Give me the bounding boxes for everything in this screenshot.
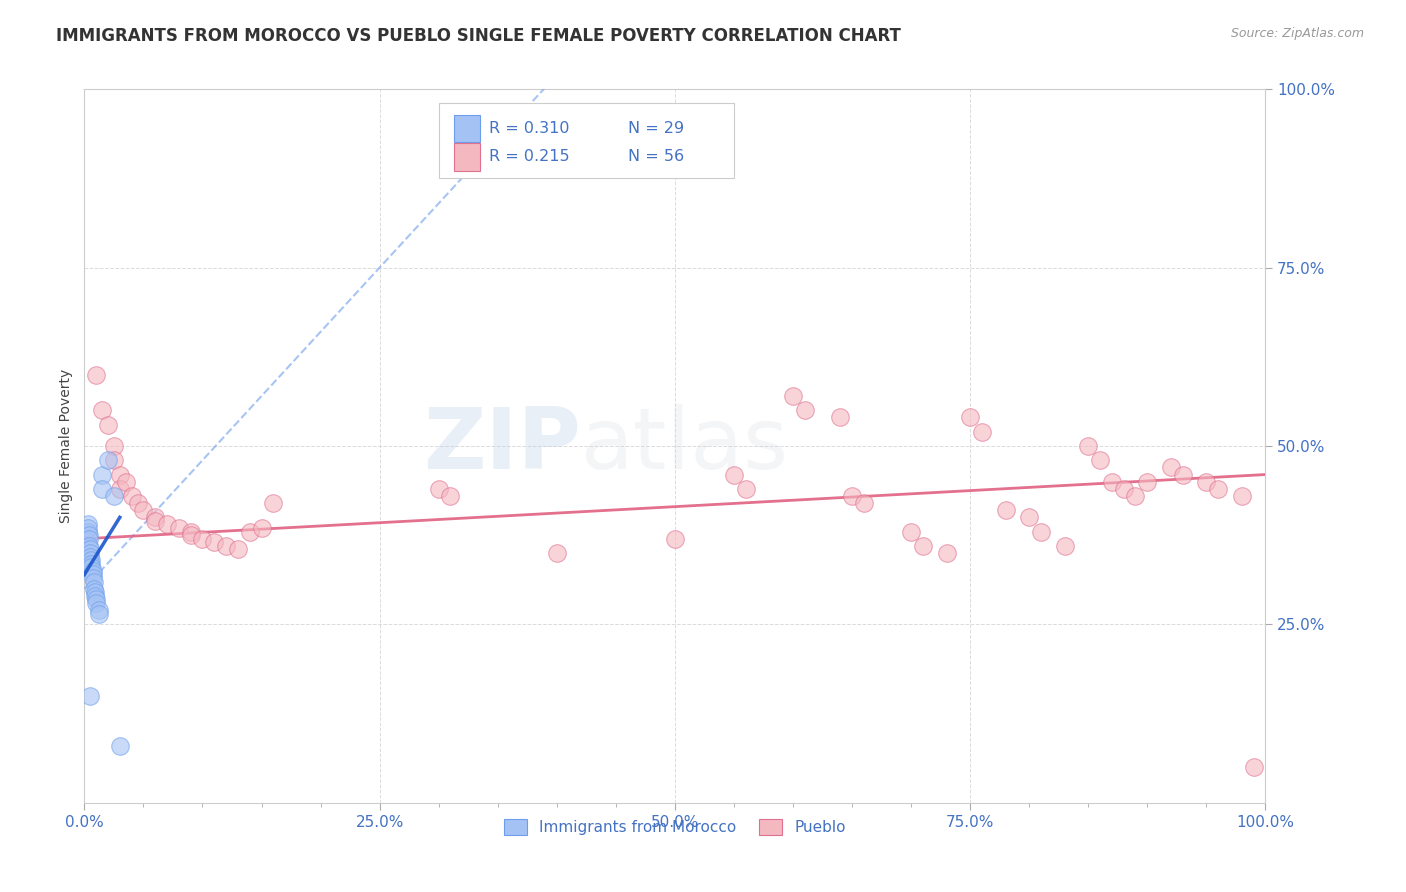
Point: [239, 524, 262, 539]
Point: [1243, 760, 1265, 774]
Point: [82, 571, 104, 585]
Point: [1029, 524, 1052, 539]
Point: [91, 467, 114, 482]
Point: [84, 596, 107, 610]
Point: [1088, 453, 1111, 467]
Point: [77, 528, 100, 542]
Point: [1195, 475, 1218, 489]
Point: [167, 521, 190, 535]
Point: [723, 467, 745, 482]
Point: [226, 542, 249, 557]
Point: [80, 560, 103, 574]
Point: [132, 503, 155, 517]
Point: [77, 539, 100, 553]
Point: [1136, 475, 1159, 489]
Y-axis label: Single Female Poverty: Single Female Poverty: [59, 369, 73, 523]
Point: [103, 439, 125, 453]
Point: [114, 475, 136, 489]
Point: [77, 532, 100, 546]
Text: ZIP: ZIP: [423, 404, 581, 488]
Point: [439, 489, 461, 503]
Point: [108, 739, 131, 753]
Text: IMMIGRANTS FROM MOROCCO VS PUEBLO SINGLE FEMALE POVERTY CORRELATION CHART: IMMIGRANTS FROM MOROCCO VS PUEBLO SINGLE…: [56, 27, 901, 45]
Text: R = 0.215: R = 0.215: [489, 150, 569, 164]
Point: [935, 546, 957, 560]
Point: [79, 549, 101, 564]
Point: [84, 368, 107, 382]
Point: [734, 482, 756, 496]
Point: [83, 574, 105, 589]
Point: [79, 542, 101, 557]
Point: [103, 489, 125, 503]
Point: [77, 521, 100, 535]
Point: [1160, 460, 1182, 475]
Point: [84, 585, 107, 599]
Point: [959, 410, 981, 425]
Point: [1206, 482, 1229, 496]
Point: [87, 607, 110, 621]
Point: [180, 528, 202, 542]
Point: [1125, 489, 1147, 503]
Point: [80, 553, 103, 567]
Point: [77, 524, 100, 539]
Point: [852, 496, 875, 510]
Point: [1018, 510, 1040, 524]
Point: [900, 524, 922, 539]
Point: [793, 403, 815, 417]
Point: [830, 410, 852, 425]
Point: [108, 467, 131, 482]
Text: atlas: atlas: [581, 404, 789, 488]
Text: N = 56: N = 56: [627, 150, 683, 164]
Point: [84, 589, 107, 603]
Point: [1230, 489, 1253, 503]
Point: [84, 592, 107, 607]
Point: [156, 517, 179, 532]
Point: [1077, 439, 1099, 453]
Text: Source: ZipAtlas.com: Source: ZipAtlas.com: [1230, 27, 1364, 40]
Point: [250, 521, 273, 535]
Point: [143, 514, 166, 528]
Legend: Immigrants from Morocco, Pueblo: Immigrants from Morocco, Pueblo: [498, 814, 852, 841]
Point: [91, 482, 114, 496]
Text: R = 0.310: R = 0.310: [489, 121, 569, 136]
Point: [191, 532, 214, 546]
Point: [83, 582, 105, 596]
Text: N = 29: N = 29: [627, 121, 683, 136]
Point: [80, 557, 103, 571]
Point: [121, 489, 143, 503]
Point: [664, 532, 686, 546]
Point: [911, 539, 934, 553]
Point: [97, 417, 120, 432]
Point: [546, 546, 568, 560]
Point: [87, 603, 110, 617]
Point: [782, 389, 804, 403]
Point: [1101, 475, 1123, 489]
Point: [127, 496, 149, 510]
Point: [79, 546, 101, 560]
Point: [77, 517, 100, 532]
Point: [262, 496, 284, 510]
Point: [1112, 482, 1135, 496]
Point: [79, 689, 101, 703]
Bar: [454, 144, 479, 170]
Point: [202, 535, 225, 549]
Point: [91, 403, 114, 417]
Point: [994, 503, 1017, 517]
Point: [1171, 467, 1194, 482]
Point: [103, 453, 125, 467]
Point: [143, 510, 166, 524]
Point: [970, 425, 993, 439]
FancyBboxPatch shape: [439, 103, 734, 178]
Point: [841, 489, 863, 503]
Point: [82, 567, 104, 582]
Point: [97, 453, 120, 467]
Point: [180, 524, 202, 539]
Point: [82, 564, 104, 578]
Bar: [454, 115, 479, 142]
Point: [215, 539, 238, 553]
Point: [108, 482, 131, 496]
Point: [1053, 539, 1076, 553]
Point: [427, 482, 450, 496]
